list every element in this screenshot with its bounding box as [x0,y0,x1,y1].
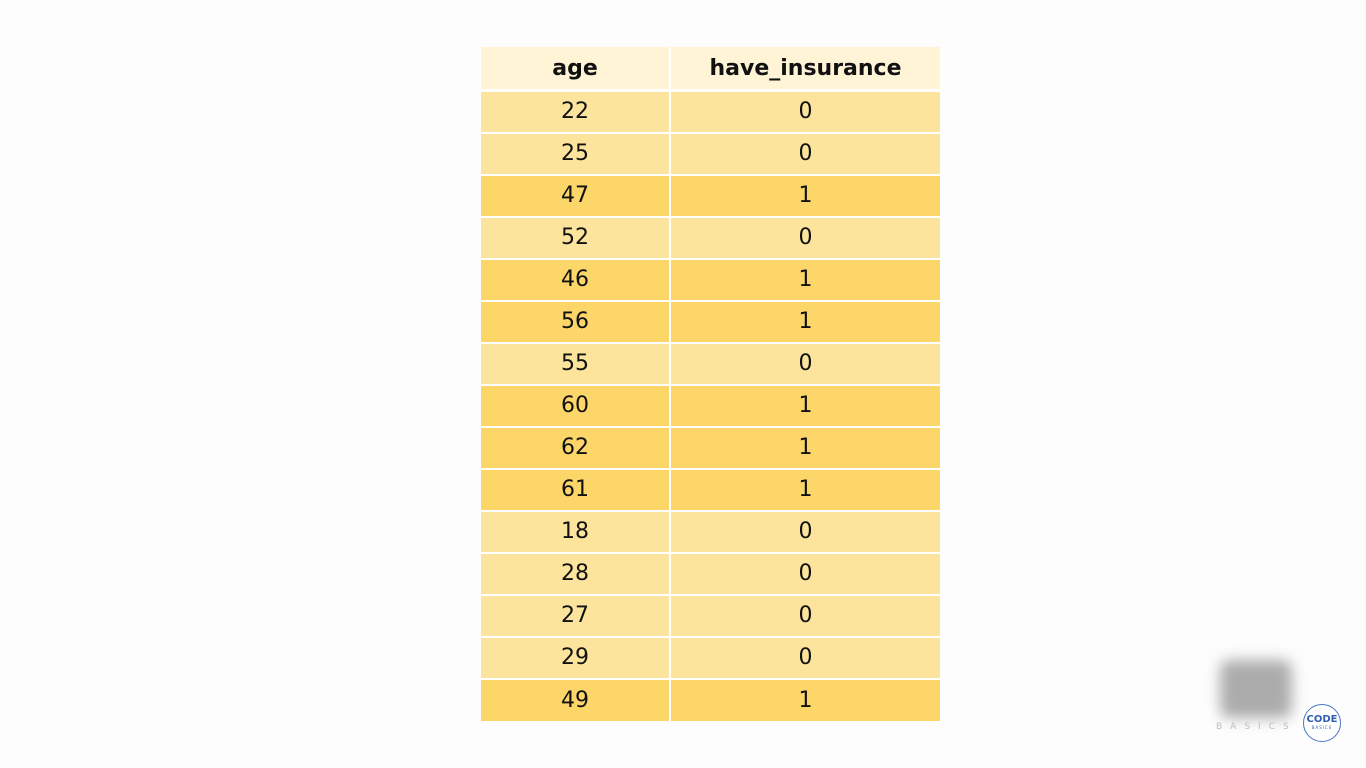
insurance-data-table: age have_insurance 22 0 25 0 47 1 52 0 46 1 56 1 55 0… [481,47,940,721]
table-row: 27 0 [481,594,940,638]
cell-age: 46 [481,258,670,302]
table-row: 47 1 [481,174,940,218]
cell-age: 61 [481,468,670,512]
cell-age: 27 [481,594,670,638]
cell-have-insurance: 0 [669,342,940,386]
table-row: 55 0 [481,342,940,386]
logo-sub-text: BASICS [1311,725,1333,730]
table-row: 52 0 [481,216,940,260]
cell-have-insurance: 0 [669,636,940,680]
table-row: 28 0 [481,552,940,596]
cell-have-insurance: 1 [669,426,940,470]
column-header-age: age [481,47,670,92]
cell-have-insurance: 0 [669,90,940,134]
cell-age: 62 [481,426,670,470]
cell-have-insurance: 0 [669,510,940,554]
cell-age: 47 [481,174,670,218]
watermark-text: BASICS [1216,722,1297,732]
table-row: 56 1 [481,300,940,344]
cell-age: 29 [481,636,670,680]
table-row: 18 0 [481,510,940,554]
cell-have-insurance: 1 [669,258,940,302]
cell-age: 52 [481,216,670,260]
cell-have-insurance: 0 [669,552,940,596]
cell-age: 55 [481,342,670,386]
table-header: age have_insurance [481,47,940,92]
table-row: 25 0 [481,132,940,176]
table-row: 61 1 [481,468,940,512]
code-basics-logo: CODE BASICS [1303,704,1341,742]
table-row: 49 1 [481,678,940,721]
cell-have-insurance: 1 [669,384,940,428]
cell-have-insurance: 1 [669,174,940,218]
cell-age: 49 [481,678,670,721]
logo-main-text: CODE [1306,714,1338,725]
cell-age: 60 [481,384,670,428]
cell-have-insurance: 0 [669,132,940,176]
table-row: 22 0 [481,90,940,134]
cell-age: 18 [481,510,670,554]
header-row: age have_insurance [481,47,940,92]
cell-have-insurance: 1 [669,468,940,512]
cell-have-insurance: 1 [669,300,940,344]
blurred-thumbnail [1220,660,1292,718]
table-row: 62 1 [481,426,940,470]
table-row: 46 1 [481,258,940,302]
table-body: 22 0 25 0 47 1 52 0 46 1 56 1 55 0 60 1 62 1 61 1 18 0 28 0 27 0 2… [481,90,940,721]
cell-age: 28 [481,552,670,596]
cell-have-insurance: 0 [669,594,940,638]
cell-age: 22 [481,90,670,134]
channel-watermark: BASICS CODE BASICS [1212,642,1352,742]
cell-have-insurance: 0 [669,216,940,260]
cell-have-insurance: 1 [669,678,940,721]
table-row: 60 1 [481,384,940,428]
cell-age: 56 [481,300,670,344]
column-header-have-insurance: have_insurance [669,47,940,92]
cell-age: 25 [481,132,670,176]
table-row: 29 0 [481,636,940,680]
